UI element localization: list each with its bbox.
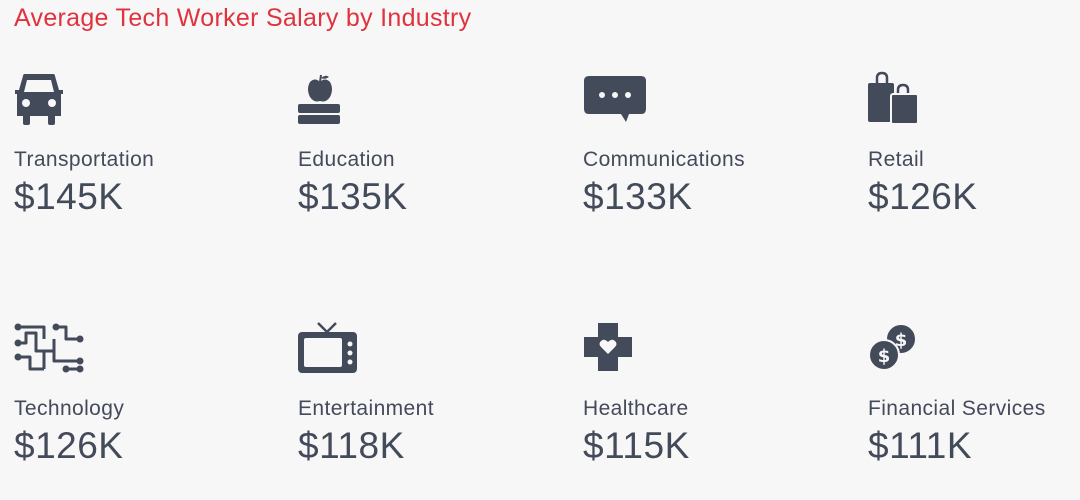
industry-label: Technology <box>14 397 125 420</box>
coins-icon: $ $ <box>868 321 932 377</box>
industry-card-communications: Communications $133K <box>583 72 853 242</box>
industry-label: Financial Services <box>868 397 1046 420</box>
salary-value: $135K <box>298 176 408 217</box>
salary-value: $133K <box>583 176 693 217</box>
industry-label: Healthcare <box>583 397 689 420</box>
svg-text:$: $ <box>878 346 891 367</box>
industry-card-healthcare: Healthcare $115K <box>583 321 853 491</box>
apple-books-icon <box>298 72 362 128</box>
industry-card-retail: Retail $126K <box>868 71 1080 242</box>
chart-title: Average Tech Worker Salary by Industry <box>14 4 472 32</box>
medical-cross-icon <box>583 321 647 377</box>
salary-value: $111K <box>868 425 972 466</box>
industry-label: Communications <box>583 148 745 171</box>
industry-card-transportation: Transportation $145K <box>14 72 284 242</box>
television-icon <box>298 321 362 377</box>
industry-label: Entertainment <box>298 397 434 420</box>
salary-value: $126K <box>868 176 978 217</box>
circuit-icon <box>14 321 84 377</box>
salary-value: $145K <box>14 176 124 217</box>
salary-value: $118K <box>298 425 405 466</box>
industry-card-entertainment: Entertainment $118K <box>298 321 568 491</box>
industry-card-technology: Technology $126K <box>14 321 284 491</box>
shopping-bags-icon <box>868 71 932 128</box>
car-icon <box>14 72 78 128</box>
salary-value: $126K <box>14 425 124 466</box>
svg-text:$: $ <box>895 330 908 351</box>
salary-value: $115K <box>583 425 690 466</box>
industry-label: Education <box>298 148 396 171</box>
industry-label: Transportation <box>14 148 155 171</box>
industry-card-financial-services: $ $ Financial Services $111K <box>868 321 1080 491</box>
industry-label: Retail <box>868 148 925 171</box>
chat-bubble-icon <box>583 72 647 128</box>
industry-card-education: Education $135K <box>298 72 568 242</box>
